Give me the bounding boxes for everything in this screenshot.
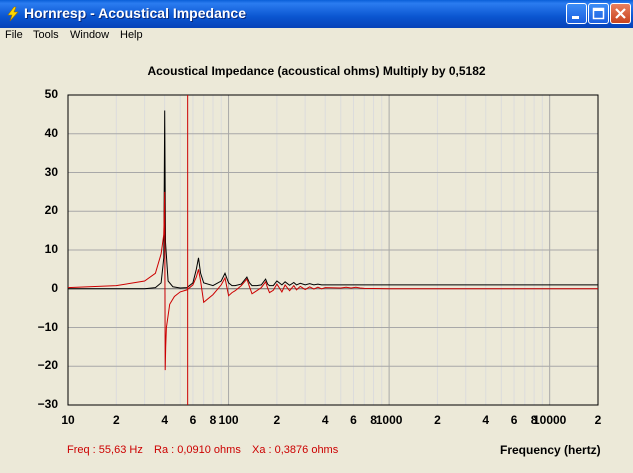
minimize-icon [572,16,579,19]
chart-title: Acoustical Impedance (acoustical ohms) M… [147,64,486,78]
y-tick-label: 20 [44,203,58,218]
x-tick-label: 6 [510,413,518,427]
status-freq: Freq : 55,63 Hz [67,444,143,456]
close-button[interactable] [610,3,631,24]
menu-file[interactable]: File [5,29,23,41]
close-icon [615,8,626,19]
x-tick-label: 1000 [375,413,403,427]
status-ra: Ra : 0,0910 ohms [154,444,241,456]
x-tick-label: 2 [273,413,281,427]
menu-tools[interactable]: Tools [33,29,59,41]
window-title: Hornresp - Acoustical Impedance [24,5,246,21]
y-tick-label: 30 [44,164,58,179]
maximize-button[interactable] [588,3,609,24]
x-tick-label: 2 [112,413,120,427]
y-tick-label: 40 [44,125,58,140]
y-tick-label: −30 [37,397,58,411]
chart-series [67,110,598,371]
x-tick-label: 4 [321,413,329,427]
series-reactance-line [67,191,598,371]
x-tick-label: 100 [218,413,239,427]
menu-bar: File Tools Window Help [0,28,633,46]
x-tick-label: 8 [530,413,538,427]
minimize-button[interactable] [566,3,587,24]
x-tick-label: 4 [482,413,490,427]
chart-grid [68,95,598,405]
maximize-icon [592,7,605,20]
x-tick-label: 4 [161,413,168,427]
x-tick-label: 10000 [532,413,567,427]
plot-frame [67,94,599,406]
x-tick-label: 8 [209,413,217,427]
lightning-icon [7,6,19,22]
x-tick-label: 2 [434,413,441,427]
x-axis-title: Frequency (hertz) [500,443,601,457]
x-tick-label: 6 [350,413,357,427]
y-tick-label: −10 [37,319,58,334]
menu-help[interactable]: Help [120,29,143,41]
status-xa: Xa : 0,3876 ohms [252,444,339,456]
x-tick-label: 10 [61,413,75,427]
menu-window[interactable]: Window [70,29,110,41]
y-tick-label: 0 [51,280,58,295]
x-tick-label: 6 [189,413,197,427]
x-tick-label: 8 [370,413,377,427]
x-tick-label: 2 [594,413,602,427]
series-resistance-line [68,110,598,290]
y-tick-label: 50 [44,87,58,101]
y-tick-label: −20 [37,358,58,373]
y-tick-label: 10 [44,242,58,256]
title-bar[interactable]: Hornresp - Acoustical Impedance [0,0,633,28]
